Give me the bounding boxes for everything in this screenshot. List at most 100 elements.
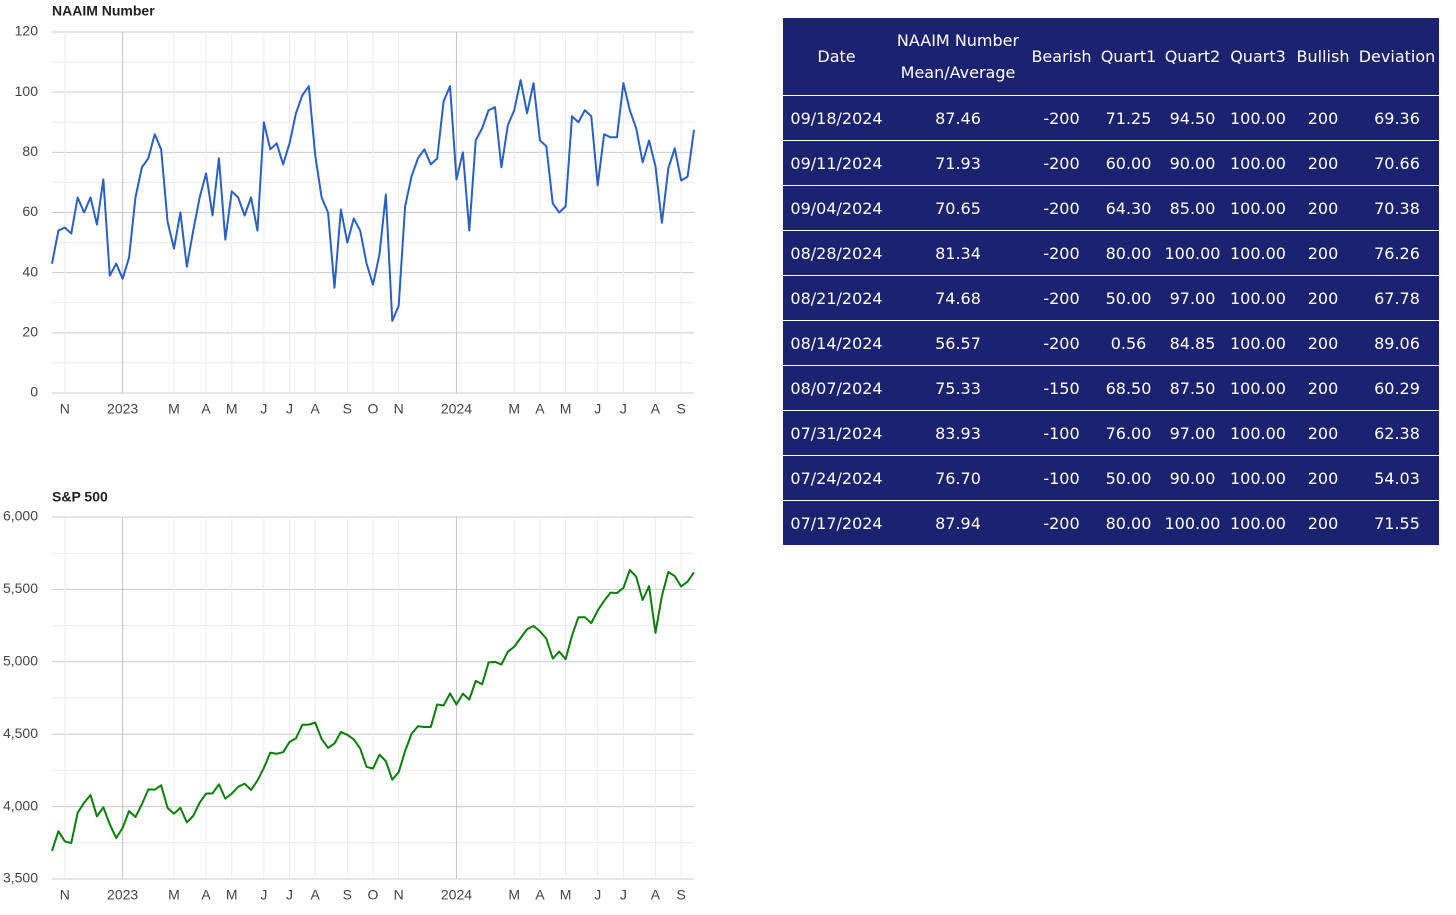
table-cell: 71.55 [1355,500,1439,545]
x-tick-label: J [620,401,627,417]
table-cell: 87.50 [1160,365,1225,411]
y-tick-label: 40 [22,263,38,279]
x-tick-label: M [508,401,520,417]
x-tick-label: M [226,887,238,903]
header-cell: Quart1 [1097,18,1160,96]
x-tick-label: 2023 [107,887,138,903]
x-tick-label: J [594,887,601,903]
table-cell: 09/18/2024 [783,95,890,141]
table-cell: 76.70 [890,455,1026,501]
header-cell: NAAIM Number Mean/Average [890,18,1026,96]
table-cell: -200 [1026,500,1097,545]
table-cell: 70.66 [1355,140,1439,186]
table-cell: 94.50 [1160,95,1225,141]
table-cell: -200 [1026,140,1097,186]
header-cell: Quart3 [1225,18,1291,96]
header-text: Bullish [1296,46,1350,66]
table-cell: 100.00 [1225,95,1291,141]
table-cell: 76.26 [1355,230,1439,276]
naaim-table: Date NAAIM Number Mean/Average Bearish Quart… [783,18,1439,545]
table-row: 09/04/2024 70.65 -200 64.30 85.00 100.00 200 70… [783,185,1439,231]
table-cell: 200 [1291,500,1355,545]
table-cell: -200 [1026,230,1097,276]
x-tick-label: A [535,401,545,417]
x-tick-label: S [343,887,352,903]
table-cell: 09/04/2024 [783,185,890,231]
header-cell: Bearish [1026,18,1097,96]
table-cell: 87.94 [890,500,1026,545]
table-cell: 08/14/2024 [783,320,890,366]
table-cell: -200 [1026,185,1097,231]
x-tick-label: N [394,401,404,417]
y-tick-label: 80 [22,143,38,159]
table-cell: 200 [1291,95,1355,141]
y-tick-label: 5,000 [3,653,38,669]
table-cell: 07/31/2024 [783,410,890,456]
table-cell: 69.36 [1355,95,1439,141]
x-tick-label: J [620,887,627,903]
table-cell: 100.00 [1225,365,1291,411]
header-cell: Deviation [1355,18,1439,96]
x-tick-label: S [343,401,352,417]
table-cell: 07/24/2024 [783,455,890,501]
table-cell: 100.00 [1225,275,1291,321]
table-cell: -100 [1026,410,1097,456]
header-row: Date NAAIM Number Mean/Average Bearish Quart… [783,18,1439,96]
x-tick-label: N [60,401,70,417]
x-tick-label: M [560,887,572,903]
table-cell: -200 [1026,95,1097,141]
header-text: Quart2 [1164,46,1221,66]
table-cell: 200 [1291,410,1355,456]
chart-title: S&P 500 [52,489,108,505]
table-cell: 0.56 [1097,320,1160,366]
table-cell: 81.34 [890,230,1026,276]
x-tick-label: 2023 [107,401,138,417]
table-row: 09/11/2024 71.93 -200 60.00 90.00 100.00 200 70… [783,140,1439,186]
table-cell: 74.68 [890,275,1026,321]
table-cell: 100.00 [1225,500,1291,545]
table-row: 07/17/2024 87.94 -200 80.00 100.00 100.00 200 7… [783,500,1439,545]
table-cell: 08/21/2024 [783,275,890,321]
x-tick-label: A [311,887,321,903]
table-cell: 08/07/2024 [783,365,890,411]
x-tick-label: N [394,887,404,903]
table-cell: 100.00 [1225,320,1291,366]
table-cell: 200 [1291,320,1355,366]
x-tick-label: M [226,401,238,417]
x-tick-label: J [594,401,601,417]
table-cell: 80.00 [1097,500,1160,545]
y-tick-label: 6,000 [3,508,38,524]
y-tick-label: 20 [22,324,38,340]
table-cell: 100.00 [1225,140,1291,186]
table-cell: 60.29 [1355,365,1439,411]
table-cell: 75.33 [890,365,1026,411]
x-tick-label: M [508,887,520,903]
x-tick-label: A [651,401,661,417]
y-tick-label: 60 [22,203,38,219]
table-cell: 83.93 [890,410,1026,456]
table-row: 08/21/2024 74.68 -200 50.00 97.00 100.00 200 67… [783,275,1439,321]
x-tick-label: O [368,401,379,417]
table-cell: 80.00 [1097,230,1160,276]
table-cell: 100.00 [1225,230,1291,276]
table-cell: 97.00 [1160,275,1225,321]
y-tick-label: 4,500 [3,725,38,741]
chart-title: NAAIM Number [52,3,155,19]
table-cell: 56.57 [890,320,1026,366]
table-cell: 100.00 [1225,410,1291,456]
table-cell: 100.00 [1160,230,1225,276]
x-tick-label: M [168,401,180,417]
x-tick-label: M [168,887,180,903]
x-tick-label: 2024 [441,401,472,417]
header-text: Deviation [1358,46,1436,66]
table-cell: 71.93 [890,140,1026,186]
table-cell: 85.00 [1160,185,1225,231]
table-cell: 60.00 [1097,140,1160,186]
x-tick-label: S [676,401,685,417]
table-cell: 200 [1291,275,1355,321]
header-cell: Quart2 [1160,18,1225,96]
table-cell: 97.00 [1160,410,1225,456]
table-cell: 89.06 [1355,320,1439,366]
table-cell: -200 [1026,320,1097,366]
